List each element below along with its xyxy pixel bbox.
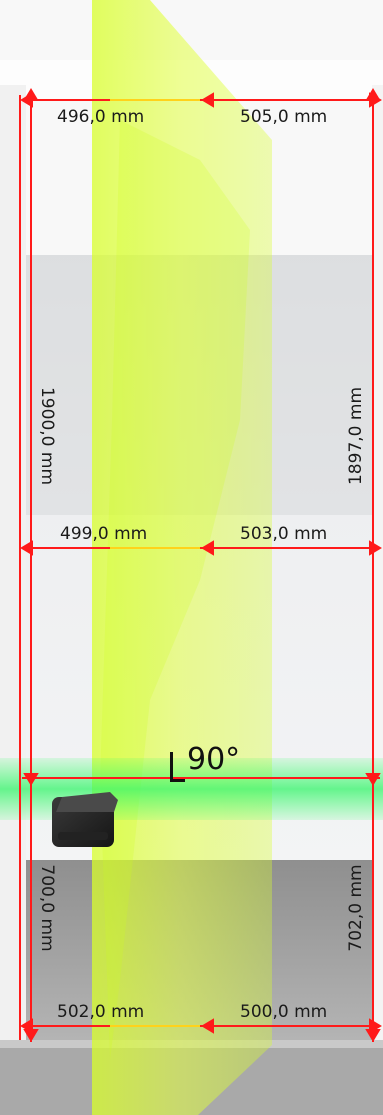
measure-middle-left: 499,0 mm <box>60 524 148 544</box>
measure-top-right: 505,0 mm <box>240 107 328 127</box>
measure-top-left: 496,0 mm <box>57 107 145 127</box>
left-door-frame <box>0 85 26 1045</box>
measure-lower-left-height: 700,0 mm <box>37 864 57 952</box>
measure-upper-right-height: 1897,0 mm <box>346 386 366 486</box>
laser-level-device-icon <box>52 792 118 847</box>
right-door-frame <box>372 85 383 1045</box>
measure-bottom-right: 500,0 mm <box>240 1002 328 1022</box>
laser-texture <box>100 120 250 1060</box>
measure-lower-right-height: 702,0 mm <box>346 864 366 952</box>
measure-middle-right: 503,0 mm <box>240 524 328 544</box>
laser-reference-marks <box>110 99 200 1027</box>
right-angle-icon <box>170 752 185 782</box>
vertical-laser-plane <box>92 0 272 1115</box>
measure-bottom-left: 502,0 mm <box>57 1002 145 1022</box>
measure-lines <box>19 88 382 1042</box>
angle-label: 90° <box>187 742 241 777</box>
measure-upper-left-height: 1900,0 mm <box>37 386 57 486</box>
